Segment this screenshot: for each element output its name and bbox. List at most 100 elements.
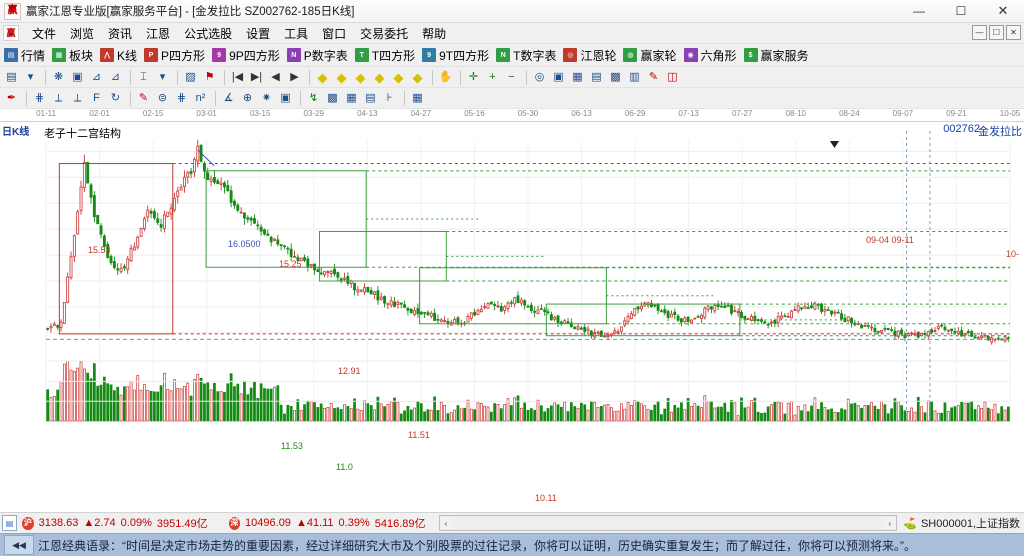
brush-icon[interactable]: ✎ — [648, 70, 659, 83]
date-tick: 05-30 — [517, 109, 539, 118]
gann-fan1-icon[interactable]: ⟂ — [54, 91, 63, 104]
mdi-restore-button[interactable]: ☐ — [989, 25, 1004, 40]
diamond6-icon[interactable]: ◆ — [412, 69, 423, 85]
toolbar-button-t9-square[interactable]: 9 9T四方形 — [422, 47, 489, 64]
diamond1-icon[interactable]: ◆ — [317, 69, 328, 85]
toolbar-button-p9-square[interactable]: 9 9P四方形 — [212, 47, 280, 64]
spiral-icon[interactable]: ↻ — [110, 91, 121, 104]
gann-fan2-icon[interactable]: ⟂ — [73, 91, 82, 104]
menu-item-trade[interactable]: 交易委托 — [360, 26, 409, 41]
menu-item-gann[interactable]: 江恩 — [146, 26, 171, 41]
toolbar-button-t-number-table[interactable]: N T数字表 — [496, 47, 556, 64]
fibonacci-icon[interactable]: F — [93, 91, 100, 104]
fork-icon[interactable]: ⋕ — [34, 91, 45, 104]
chart-area[interactable]: 01-11 02-01 02-15 03-01 03-15 03-29 04-13 04-27… — [0, 109, 1024, 512]
circle-arrows-icon[interactable]: ⊜ — [157, 91, 168, 104]
grid-color-icon[interactable]: ▨ — [185, 70, 196, 83]
toolbar-separator — [404, 90, 405, 106]
eraser-icon[interactable]: ◫ — [667, 70, 678, 83]
calendar2-icon[interactable]: ▦ — [346, 91, 357, 104]
clipboard-icon[interactable]: ▣ — [72, 70, 83, 83]
diamond5-icon[interactable]: ◆ — [393, 69, 404, 85]
index2-percent: 0.39% — [338, 517, 370, 529]
scroll-left-button[interactable]: ‹ — [439, 517, 453, 529]
toolbar-button-hexagon[interactable]: ◉ 六角形 — [683, 47, 737, 64]
toolbar-button-sector[interactable]: ▦ 板块 — [52, 47, 93, 64]
toolbar-button-winner-service[interactable]: $ 赢家服务 — [743, 47, 809, 64]
dropdown-caret-icon[interactable]: ▾ — [27, 70, 34, 83]
menu-item-file[interactable]: 文件 — [32, 26, 57, 41]
angle-icon[interactable]: ∡ — [223, 91, 234, 104]
minimize-button[interactable]: — — [913, 4, 925, 18]
toolbar-button-kline[interactable]: ⋀ K线 — [100, 47, 137, 64]
current-index-label[interactable]: ⛳ SH000001,上证指数 — [903, 515, 1020, 531]
toolbar-separator — [224, 69, 225, 85]
cycle-icon[interactable]: ▩ — [327, 91, 338, 104]
percent-icon[interactable]: ↯ — [308, 91, 319, 104]
bars-asc-icon[interactable]: ⊿ — [91, 70, 102, 83]
scroll-track[interactable] — [452, 517, 884, 529]
date-tick: 04-13 — [357, 109, 378, 118]
panel2-icon[interactable]: ▤ — [591, 70, 602, 83]
menu-item-news[interactable]: 资讯 — [108, 26, 133, 41]
mdi-close-button[interactable]: ✕ — [1006, 25, 1021, 40]
calendar-icon[interactable]: ▤ — [6, 70, 17, 83]
pen2-icon[interactable]: ✎ — [138, 91, 149, 104]
window-icon[interactable]: ▣ — [553, 70, 564, 83]
menu-item-window[interactable]: 窗口 — [322, 26, 347, 41]
toolbar-button-p-number-table[interactable]: N P数字表 — [286, 47, 348, 64]
zoom-out-icon[interactable]: − — [508, 70, 515, 83]
flag-icon[interactable]: ⚑ — [204, 70, 215, 83]
prev-icon[interactable]: ◀ — [271, 70, 280, 83]
target-icon[interactable]: ⊕ — [242, 91, 253, 104]
toolbar-button-gann-wheel[interactable]: ◎ 江恩轮 — [563, 47, 616, 64]
panel4-icon[interactable]: ▥ — [629, 70, 640, 83]
diamond3-icon[interactable]: ◆ — [355, 69, 366, 85]
scroll-right-button[interactable]: › — [883, 517, 897, 529]
panel3-icon[interactable]: ▩ — [610, 70, 621, 83]
cursor-icon[interactable]: ⌶ — [140, 70, 147, 83]
panel-icon[interactable]: ▦ — [572, 70, 583, 83]
table-icon[interactable]: ▦ — [412, 91, 423, 104]
toolbar-label: 9T四方形 — [439, 48, 490, 63]
stock-name-label: 金发拉比 — [978, 126, 1022, 138]
maximize-button[interactable]: ☐ — [955, 4, 967, 18]
pen-tool-icon[interactable]: ✒ — [6, 91, 17, 104]
menu-item-settings[interactable]: 设置 — [246, 26, 271, 41]
dropdown-caret2-icon[interactable]: ▾ — [159, 70, 166, 83]
horizontal-scrollbar[interactable]: ‹ › — [438, 515, 898, 531]
diamond4-icon[interactable]: ◆ — [374, 69, 385, 85]
toolbar-button-winner-wheel[interactable]: ◍ 赢家轮 — [623, 47, 677, 64]
network-icon[interactable]: ❋ — [53, 70, 64, 83]
close-button[interactable]: ✕ — [997, 3, 1009, 18]
mdi-minimize-button[interactable]: — — [972, 25, 987, 40]
hand-icon[interactable]: ✋ — [438, 70, 453, 83]
toolbar-button-quotes[interactable]: ▤ 行情 — [4, 47, 45, 64]
next-icon[interactable]: ▶ — [290, 70, 299, 83]
kline-canvas[interactable] — [0, 121, 1024, 439]
zoom-in-icon[interactable]: + — [489, 70, 496, 83]
n2-icon[interactable]: n² — [195, 91, 206, 104]
menu-item-tools[interactable]: 工具 — [284, 26, 309, 41]
asterisk-icon[interactable]: ✷ — [261, 91, 272, 104]
last-page-icon[interactable]: ▶| — [250, 70, 263, 83]
menu-item-browse[interactable]: 浏览 — [70, 26, 95, 41]
p9-square-icon: 9 — [212, 48, 227, 62]
bars-desc-icon[interactable]: ⊿ — [110, 70, 121, 83]
banner-prev-button[interactable]: ◀◀ — [4, 535, 34, 555]
magnet-icon[interactable]: ◎ — [534, 70, 545, 83]
diamond2-icon[interactable]: ◆ — [336, 69, 347, 85]
frame-icon[interactable]: ▣ — [280, 91, 291, 104]
menu-item-help[interactable]: 帮助 — [422, 26, 447, 41]
ruler-icon[interactable]: ⊦ — [386, 91, 393, 104]
toolbar-button-t-square[interactable]: T T四方形 — [354, 47, 415, 64]
cross-icon[interactable]: ✛ — [468, 70, 479, 83]
kline-period-label[interactable]: 日K线 — [2, 127, 30, 138]
toolbar-button-p-square[interactable]: P P四方形 — [144, 47, 205, 64]
grid2-icon[interactable]: ▤ — [365, 91, 376, 104]
grid-view-icon[interactable]: ▤ — [2, 515, 18, 531]
menu-item-formula[interactable]: 公式选股 — [184, 26, 233, 41]
first-page-icon[interactable]: |◀ — [231, 70, 244, 83]
date-tick: 09-21 — [946, 109, 967, 118]
comb-icon[interactable]: ⋕ — [176, 91, 187, 104]
